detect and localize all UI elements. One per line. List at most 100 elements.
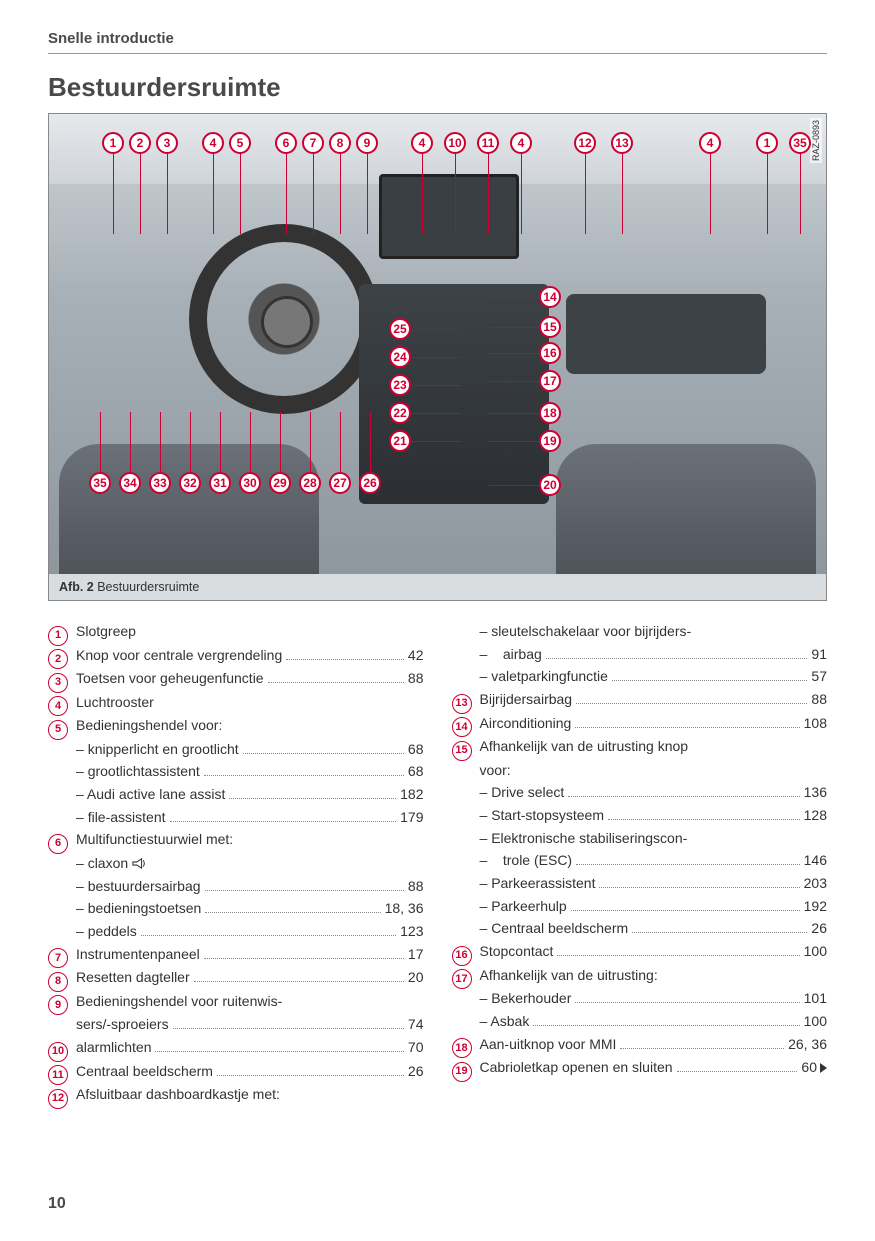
legend-text: Luchtrooster	[76, 692, 154, 714]
callout-circle: 10	[444, 132, 466, 154]
legend-number: 2	[48, 649, 68, 669]
callout-circle: 8	[329, 132, 351, 154]
legend-page: 179	[400, 807, 423, 829]
callout-circle: 20	[539, 474, 561, 496]
legend-page: 26, 36	[788, 1034, 827, 1056]
legend-page: 18, 36	[385, 898, 424, 920]
legend-page: 128	[804, 805, 827, 827]
legend-text: Start-stopsysteem	[480, 805, 605, 827]
legend-text: sleutelschakelaar voor bijrijders-	[480, 621, 692, 643]
callout-circle: 29	[269, 472, 291, 494]
caption-text: Bestuurdersruimte	[97, 580, 199, 594]
legend-text: bedieningstoetsen	[76, 898, 201, 920]
continue-arrow-icon	[820, 1063, 827, 1073]
legend-page: 91	[811, 644, 827, 666]
legend-text: Resetten dagteller	[76, 967, 190, 989]
callout-circle: 34	[119, 472, 141, 494]
legend-entry: airbag91	[452, 644, 828, 666]
legend-entry: grootlichtassistent 68	[48, 761, 424, 783]
legend-text: Aan-uitknop voor MMI	[480, 1034, 617, 1056]
legend-text: grootlichtassistent	[76, 761, 200, 783]
callout-circle: 9	[356, 132, 378, 154]
legend-entry: 11Centraal beeldscherm26	[48, 1061, 424, 1084]
legend-entry: 6Multifunctiestuurwiel met:	[48, 829, 424, 852]
legend-text: Slotgreep	[76, 621, 136, 643]
legend-text: Elektronische stabiliseringscon-	[480, 828, 688, 850]
legend-text: Bedieningshendel voor:	[76, 715, 222, 737]
legend-number: 12	[48, 1089, 68, 1109]
legend-page: 88	[811, 689, 827, 711]
legend-entry: sleutelschakelaar voor bijrijders-	[452, 621, 828, 643]
legend-entry: 16Stopcontact100	[452, 941, 828, 964]
callout-circle: 4	[510, 132, 532, 154]
legend-entry: Start-stopsysteem 128	[452, 805, 828, 827]
legend-entry: knipperlicht en grootlicht 68	[48, 739, 424, 761]
callout-circle: 4	[699, 132, 721, 154]
legend-entry: 2Knop voor centrale vergrendeling42	[48, 645, 424, 668]
legend-text: peddels	[76, 921, 137, 943]
legend-text: Instrumentenpaneel	[76, 944, 200, 966]
legend-text: file-assistent	[76, 807, 166, 829]
legend-entry: 1Slotgreep	[48, 621, 424, 644]
legend-text: Bedieningshendel voor ruitenwis-	[76, 991, 282, 1013]
legend-entry: claxon	[48, 853, 424, 875]
legend-entry: 18 Aan-uitknop voor MMI 26, 36	[452, 1034, 828, 1057]
legend-page: 68	[408, 761, 424, 783]
legend-text: Asbak	[480, 1011, 530, 1033]
callout-circle: 33	[149, 472, 171, 494]
legend-entry: bestuurdersairbag88	[48, 876, 424, 898]
legend-text: Centraal beeldscherm	[480, 918, 629, 940]
legend-page: 123	[400, 921, 423, 943]
figure-illustration: RAZ-0893 1234567894101141213413535343332…	[49, 114, 826, 574]
callout-circle: 31	[209, 472, 231, 494]
callout-circle: 35	[89, 472, 111, 494]
legend-entry: Parkeerassistent203	[452, 873, 828, 895]
legend-text: bestuurdersairbag	[76, 876, 201, 898]
callout-circle: 15	[539, 316, 561, 338]
callout-circle: 2	[129, 132, 151, 154]
legend-text: Afhankelijk van de uitrusting knop	[480, 736, 689, 758]
section-header: Snelle introductie	[48, 30, 827, 54]
legend-text: knipperlicht en grootlicht	[76, 739, 239, 761]
legend-entry: valetparkingfunctie57	[452, 666, 828, 688]
caption-prefix: Afb. 2	[59, 580, 94, 594]
legend-text: Afsluitbaar dashboardkastje met:	[76, 1084, 280, 1106]
callout-circle: 1	[756, 132, 778, 154]
legend-page: 60	[801, 1057, 817, 1079]
legend-text: Cabrioletkap openen en sluiten	[480, 1057, 673, 1079]
legend-entry: Parkeerhulp 192	[452, 896, 828, 918]
legend-page: 68	[408, 739, 424, 761]
callout-circle: 6	[275, 132, 297, 154]
legend-text: Parkeerhulp	[480, 896, 567, 918]
legend-number: 16	[452, 946, 472, 966]
callout-circle: 26	[359, 472, 381, 494]
legend-entry: 7 Instrumentenpaneel 17	[48, 944, 424, 967]
legend-text: Bekerhouder	[480, 988, 572, 1010]
legend-entry: file-assistent 179	[48, 807, 424, 829]
legend-number: 17	[452, 969, 472, 989]
callout-circle: 3	[156, 132, 178, 154]
legend-page: 108	[804, 713, 827, 735]
callout-circle: 32	[179, 472, 201, 494]
callout-circle: 22	[389, 402, 411, 424]
legend-number: 19	[452, 1062, 472, 1082]
legend-number: 10	[48, 1042, 68, 1062]
legend-number: 5	[48, 720, 68, 740]
legend-number: 9	[48, 995, 68, 1015]
callout-circle: 14	[539, 286, 561, 308]
legend-text: Afhankelijk van de uitrusting:	[480, 965, 658, 987]
legend-number: 18	[452, 1038, 472, 1058]
legend-entry: 19 Cabrioletkap openen en sluiten 60	[452, 1057, 828, 1080]
legend-page: 26	[811, 918, 827, 940]
legend-number: 7	[48, 948, 68, 968]
image-code: RAZ-0893	[810, 118, 822, 163]
legend-number: 8	[48, 972, 68, 992]
callout-circle: 35	[789, 132, 811, 154]
legend-text: Toetsen voor geheugenfunctie	[76, 668, 264, 690]
legend-page: 136	[804, 782, 827, 804]
legend-columns: 1Slotgreep2Knop voor centrale vergrendel…	[48, 621, 827, 1108]
callout-circle: 18	[539, 402, 561, 424]
legend-page: 17	[408, 944, 424, 966]
legend-text: Parkeerassistent	[480, 873, 596, 895]
legend-page: 192	[804, 896, 827, 918]
